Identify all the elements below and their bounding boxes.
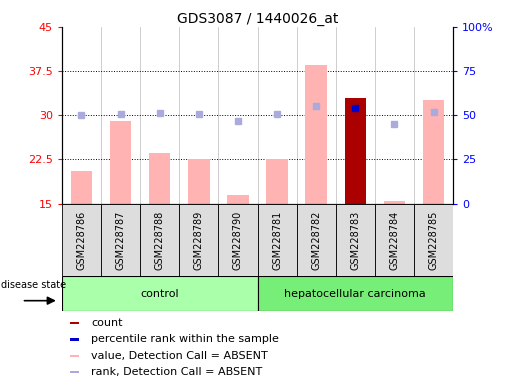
Bar [62, 276, 258, 311]
Bar [140, 204, 179, 276]
Bar [70, 338, 79, 341]
Text: GSM228788: GSM228788 [154, 210, 165, 270]
Bar [149, 154, 170, 204]
Bar [414, 204, 453, 276]
Text: GSM228786: GSM228786 [76, 210, 87, 270]
Text: GSM228783: GSM228783 [350, 210, 360, 270]
Bar [71, 171, 92, 204]
Bar [101, 204, 140, 276]
Bar [258, 204, 297, 276]
Text: rank, Detection Call = ABSENT: rank, Detection Call = ABSENT [91, 367, 263, 377]
Bar [62, 204, 101, 276]
Bar [336, 204, 375, 276]
Bar [266, 159, 288, 204]
Text: GSM228784: GSM228784 [389, 210, 400, 270]
Text: value, Detection Call = ABSENT: value, Detection Call = ABSENT [91, 351, 268, 361]
Bar [345, 98, 366, 204]
Bar [258, 276, 453, 311]
Text: GSM228789: GSM228789 [194, 210, 204, 270]
Bar [218, 204, 258, 276]
Bar [179, 204, 218, 276]
Bar [110, 121, 131, 204]
Bar [227, 195, 249, 204]
Bar [423, 101, 444, 204]
Text: percentile rank within the sample: percentile rank within the sample [91, 334, 279, 344]
Text: GSM228781: GSM228781 [272, 210, 282, 270]
Bar [345, 98, 366, 204]
Text: GSM228782: GSM228782 [311, 210, 321, 270]
Bar [70, 371, 79, 373]
Text: GSM228785: GSM228785 [428, 210, 439, 270]
Bar [375, 204, 414, 276]
Text: GSM228787: GSM228787 [115, 210, 126, 270]
Bar [384, 200, 405, 204]
Text: GSM228790: GSM228790 [233, 210, 243, 270]
Bar [70, 322, 79, 324]
Text: hepatocellular carcinoma: hepatocellular carcinoma [284, 289, 426, 299]
Text: control: control [140, 289, 179, 299]
Bar [297, 204, 336, 276]
Text: disease state: disease state [1, 280, 66, 290]
Text: count: count [91, 318, 123, 328]
Title: GDS3087 / 1440026_at: GDS3087 / 1440026_at [177, 12, 338, 26]
Bar [305, 65, 327, 204]
Bar [188, 159, 210, 204]
Bar [70, 354, 79, 357]
